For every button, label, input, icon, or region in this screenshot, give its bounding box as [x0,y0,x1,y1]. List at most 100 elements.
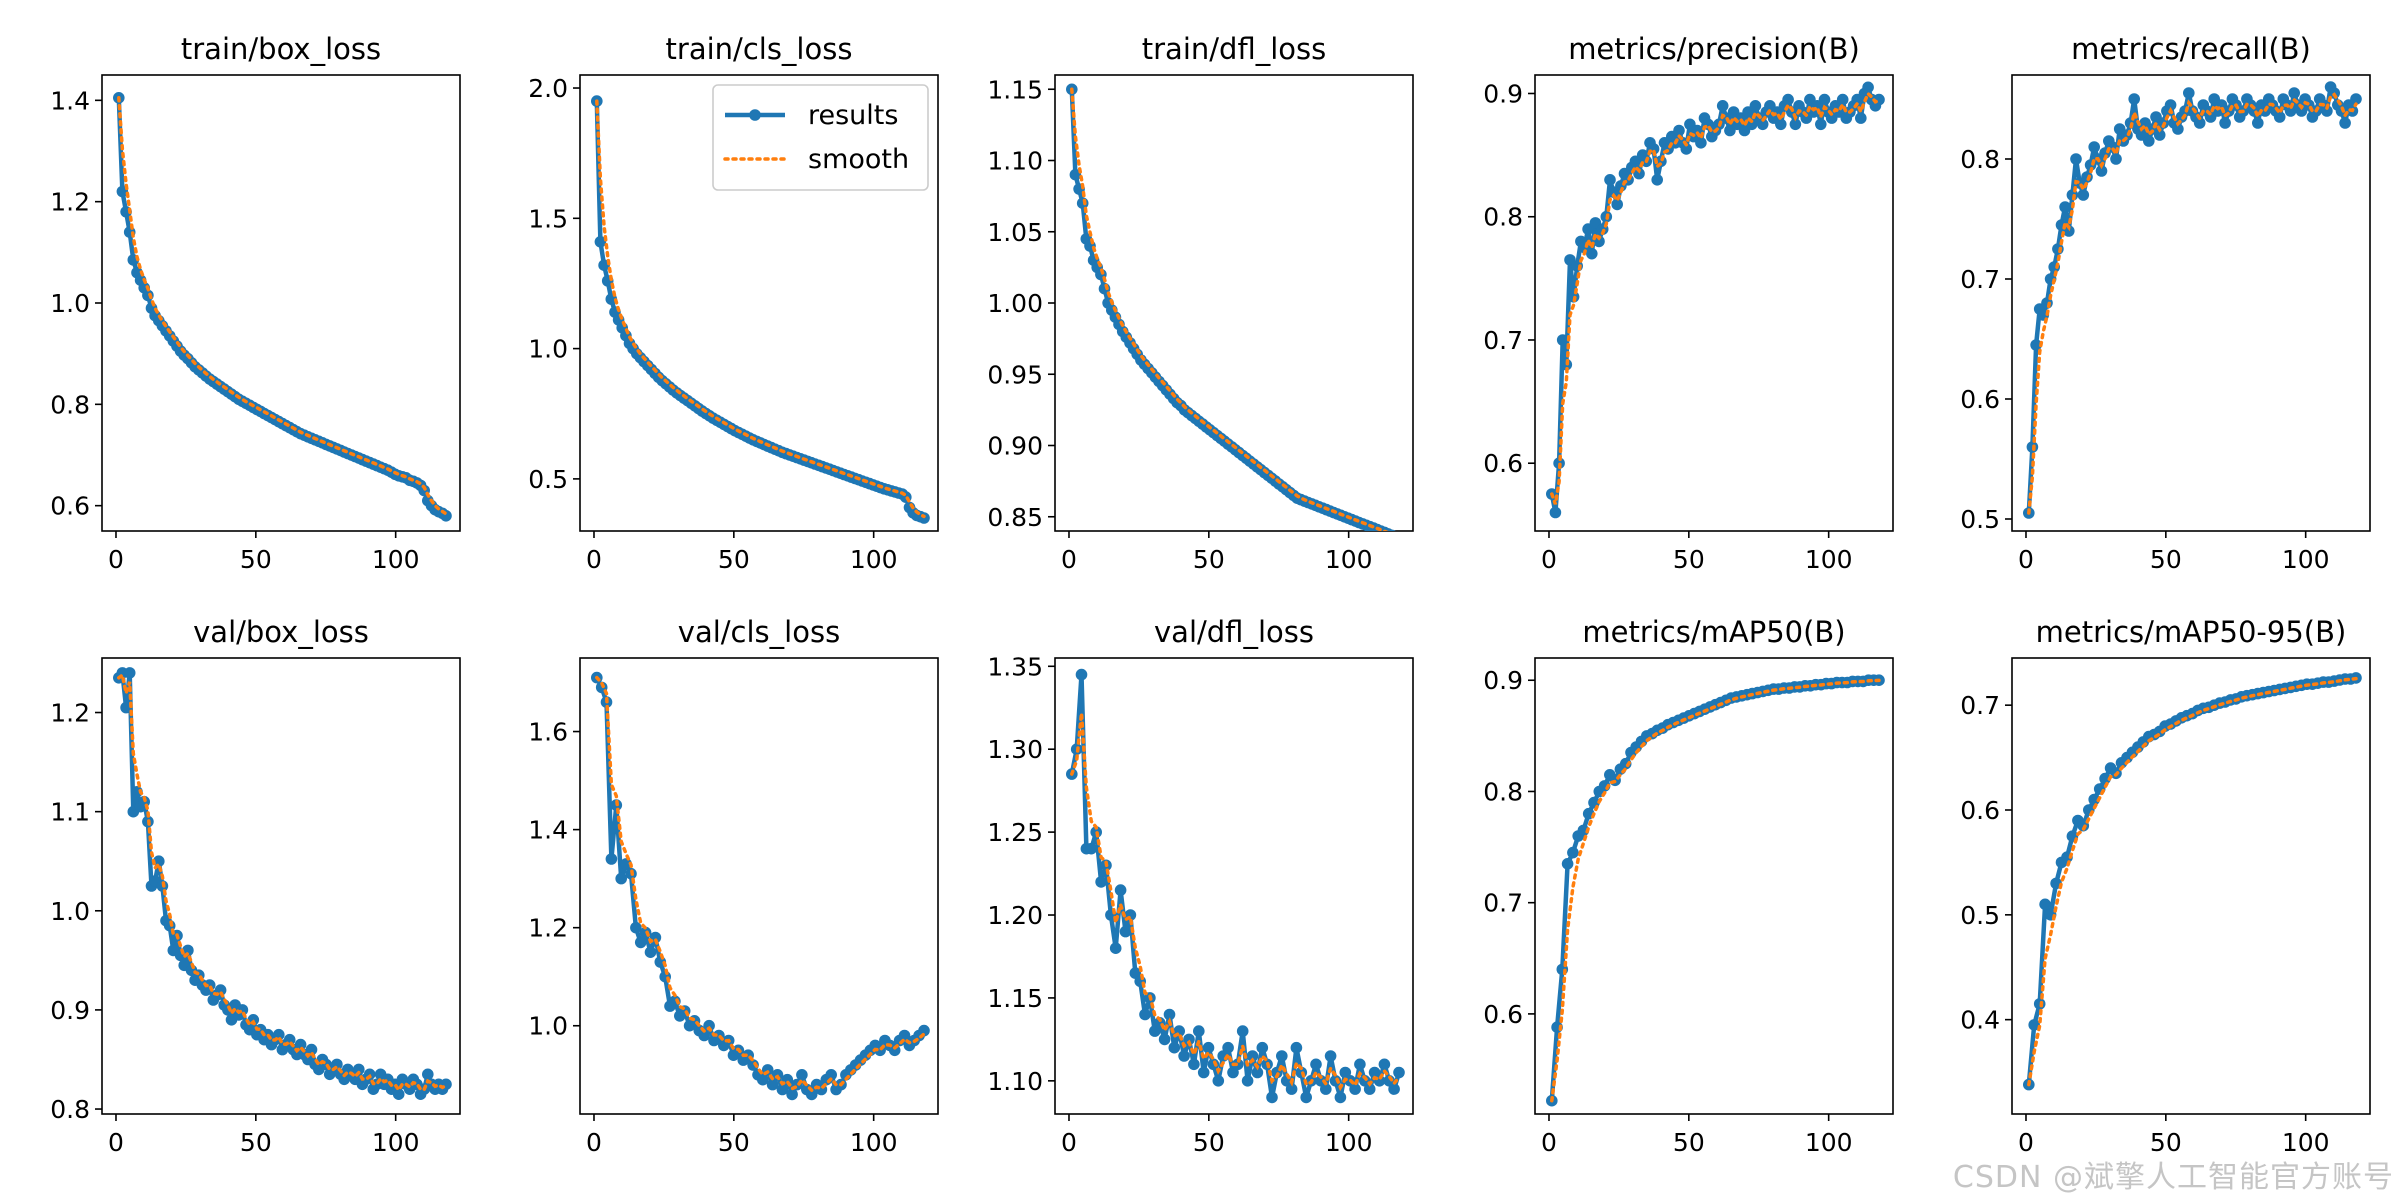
results-point [1236,1025,1249,1037]
y-tick-label: 0.7 [1960,691,2000,720]
x-tick-label: 100 [372,1128,420,1157]
results-point [1075,668,1088,681]
results-point [1363,1083,1376,1095]
x-tick-label: 100 [1805,1128,1853,1157]
results-point [1549,506,1562,519]
results-point [2030,339,2042,351]
results-point [1300,1091,1312,1104]
results-point [615,872,627,885]
y-tick-label: 0.8 [1483,777,1523,806]
x-tick-label: 0 [108,1128,124,1157]
y-tick-label: 1.10 [987,147,1043,176]
results-line [2026,675,2357,1085]
plot-area [113,667,452,1100]
plot-area [2023,81,2362,519]
smooth-line [1550,678,1881,1103]
y-tick-label: 0.8 [1483,203,1523,232]
legend-smooth-label: smooth [808,144,909,175]
x-tick-label: 0 [586,1128,602,1157]
panel-9: metrics/mAP50(B) 0 50 100 0.6 0.7 0.8 0.9 [1483,615,1894,1157]
y-tick-label: 0.6 [1483,449,1523,478]
y-tick-label: 1.2 [50,699,90,728]
results-point [1069,168,1082,181]
results-point [2039,898,2051,911]
panel-2: train/cls_loss 0 50 100 0.5 1.0 1.5 2.0 results s… [528,32,939,574]
results-point [123,667,136,679]
legend-box [712,84,929,191]
plot-frame [101,657,461,1115]
smooth-line [2027,92,2358,515]
results-point [2273,111,2286,123]
plot-area [591,95,930,524]
y-tick-label: 1.15 [987,75,1043,104]
results-point [294,1038,307,1051]
x-tick-label: 50 [1673,1128,1705,1157]
y-tick-label: 0.6 [1960,796,2000,825]
results-point [2143,135,2155,147]
results-point [1387,529,1396,531]
y-tick-label: 1.30 [987,735,1043,764]
x-tick-label: 50 [240,1128,272,1157]
results-point [1775,118,1787,131]
results-line [1549,85,1881,515]
y-tick-label: 1.35 [987,652,1043,681]
legend: results smooth [712,84,929,191]
smooth-line [117,672,448,1094]
panel-5: metrics/recall(B) 0 50 100 0.5 0.6 0.7 0.8 [1960,32,2371,574]
results-point [1749,100,1762,112]
results-point [2028,1019,2040,1031]
x-tick-label: 50 [1673,545,1705,574]
results-point [1085,842,1098,855]
x-tick-label: 0 [586,545,602,574]
smooth-line [2027,676,2358,1087]
results-point [776,1083,789,1096]
results-point [898,1029,911,1042]
smooth-line [1070,713,1401,1092]
results-point [1393,532,1405,544]
results-point [1276,1050,1288,1062]
results-point [1378,1058,1391,1071]
y-tick-label: 0.8 [50,1095,90,1124]
y-tick-label: 0.85 [987,503,1043,532]
y-tick-label: 0.6 [50,492,90,521]
results-point [1139,1008,1151,1021]
results-point [1168,1041,1181,1054]
x-tick-label: 100 [372,545,420,574]
results-point [2321,105,2333,117]
chart-title: val/cls_loss [678,615,840,649]
x-tick-label: 50 [1193,545,1225,574]
results-point [2339,117,2351,129]
results-point [1310,1058,1322,1071]
x-tick-label: 50 [1193,1128,1225,1157]
panel-7: val/cls_loss 0 50 100 1.0 1.2 1.4 1.6 [528,615,939,1157]
results-point [634,936,647,949]
results-point [1163,1008,1176,1021]
y-tick-label: 0.9 [1483,666,1523,695]
results-point [422,1068,434,1081]
results-point [305,1043,318,1056]
results-line [116,97,448,518]
legend-results-marker [749,109,761,121]
results-point [2172,123,2184,135]
smooth-line [1070,87,1389,531]
panel-3: train/dfl_loss 0 50 100 0.85 0.90 0.95 1.00 1.05… [987,32,1414,574]
results-point [2252,117,2264,129]
results-point [786,1088,798,1101]
results-point [2059,201,2071,213]
results-point [2110,153,2122,165]
plot-area [1066,668,1405,1104]
y-tick-label: 0.8 [1960,145,2000,174]
y-tick-label: 0.7 [1483,326,1523,355]
y-tick-label: 1.0 [528,1012,568,1041]
results-point [1680,143,1693,155]
x-tick-label: 100 [850,545,898,574]
plot-area [1546,81,1885,519]
results-point [2070,153,2082,165]
results-point [2288,87,2300,99]
plot-area [1546,674,1885,1107]
y-tick-label: 1.10 [987,1067,1043,1096]
x-tick-label: 0 [108,545,124,574]
results-point [796,1069,808,1081]
results-point [131,786,143,798]
y-tick-label: 0.90 [987,432,1043,461]
